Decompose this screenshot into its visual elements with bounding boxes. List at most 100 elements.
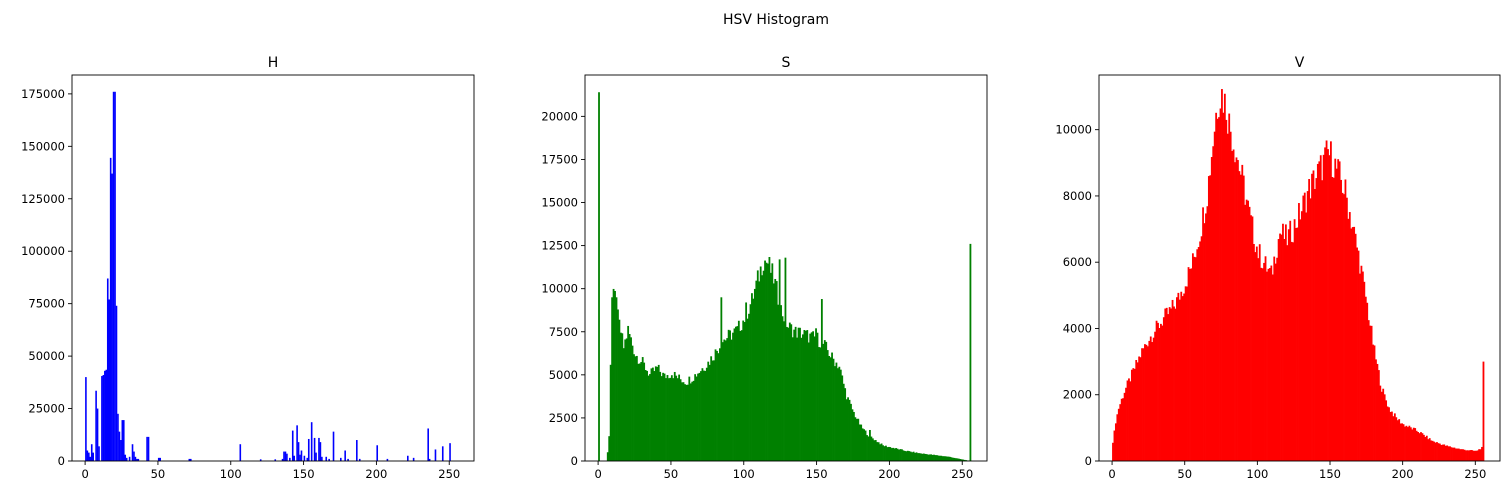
bar [917,453,919,461]
y-tick-label: 10000 [541,282,578,296]
bar [1257,258,1260,461]
bar [885,445,887,461]
bar [871,438,874,461]
y-tick-label: 50000 [28,349,65,363]
bar [146,436,148,461]
bar [809,333,812,461]
figure-suptitle: HSV Histogram [723,12,829,28]
bar [1417,431,1419,461]
y-tick-label: 25000 [28,402,65,416]
bar [657,364,660,461]
bar [835,362,838,461]
bar [1411,429,1414,461]
bar [284,451,287,461]
bar [943,456,946,461]
bar [104,370,106,461]
bar [1452,447,1454,461]
bar [1466,450,1469,461]
bar [660,376,663,461]
bar [717,353,720,461]
bar [662,372,665,461]
bar [753,288,756,461]
bar [1354,233,1357,461]
y-tick-label: 150000 [21,139,65,153]
bar [914,452,916,461]
bar [1234,162,1236,462]
bar [1290,241,1293,461]
bar [1479,449,1482,461]
bar [1335,168,1338,462]
bar [909,451,912,461]
bar [1459,449,1462,461]
bar [702,370,705,461]
bar [679,379,682,461]
bar [1322,154,1325,462]
bar [1450,447,1453,461]
bar [102,374,105,461]
bar [1438,443,1441,461]
bar [893,448,896,461]
bar [105,369,108,461]
bar [880,443,883,461]
bar [730,339,733,461]
bar [1325,140,1328,462]
bar [1162,317,1165,461]
bar [799,327,801,461]
bar [1444,445,1447,461]
bar [1237,160,1239,461]
bar [1178,299,1181,461]
axes-frame [584,74,988,462]
bar [735,326,737,461]
bar [783,321,785,461]
bar [1199,241,1202,461]
bar [1149,336,1152,461]
bar [1226,133,1229,462]
bar [1309,198,1312,461]
bar [705,367,708,461]
bar [1356,247,1358,461]
bar [851,409,854,461]
bar [752,298,755,461]
bar [118,431,121,461]
panel-v: V 0 50 100 150 200 250 0 2000 4000 6000 8000 10000 [1055,55,1501,481]
bar [772,283,775,461]
bar [1361,271,1364,461]
bar [850,403,852,461]
bar [941,456,944,461]
y-tick-label: 12500 [541,239,578,253]
bar [704,370,707,461]
bar [136,458,138,461]
bar [1180,291,1183,461]
bar [1308,179,1311,461]
bar [303,455,306,461]
bar [952,457,954,461]
bar [823,340,826,461]
bar [1194,257,1197,461]
bar [1113,430,1116,461]
x-tick-label: 100 [220,467,242,481]
bar [845,399,848,461]
bar [340,457,342,461]
bar [1128,378,1130,461]
bar [96,408,99,461]
bar [1345,197,1348,461]
bar [915,452,918,461]
bar [959,459,962,461]
bar [321,456,323,461]
bar [726,338,729,461]
bar [649,374,651,461]
bar [1241,164,1244,461]
bar [791,337,794,461]
bar [786,326,788,461]
bar [1157,322,1159,461]
bar [854,417,857,461]
bar [1210,157,1213,461]
bar [890,448,893,461]
bar [765,262,768,461]
y-tick-label: 100000 [21,244,65,258]
bar [1187,267,1190,461]
bar [895,448,898,461]
bar [697,373,699,461]
bar [692,380,695,461]
bar [131,444,134,461]
